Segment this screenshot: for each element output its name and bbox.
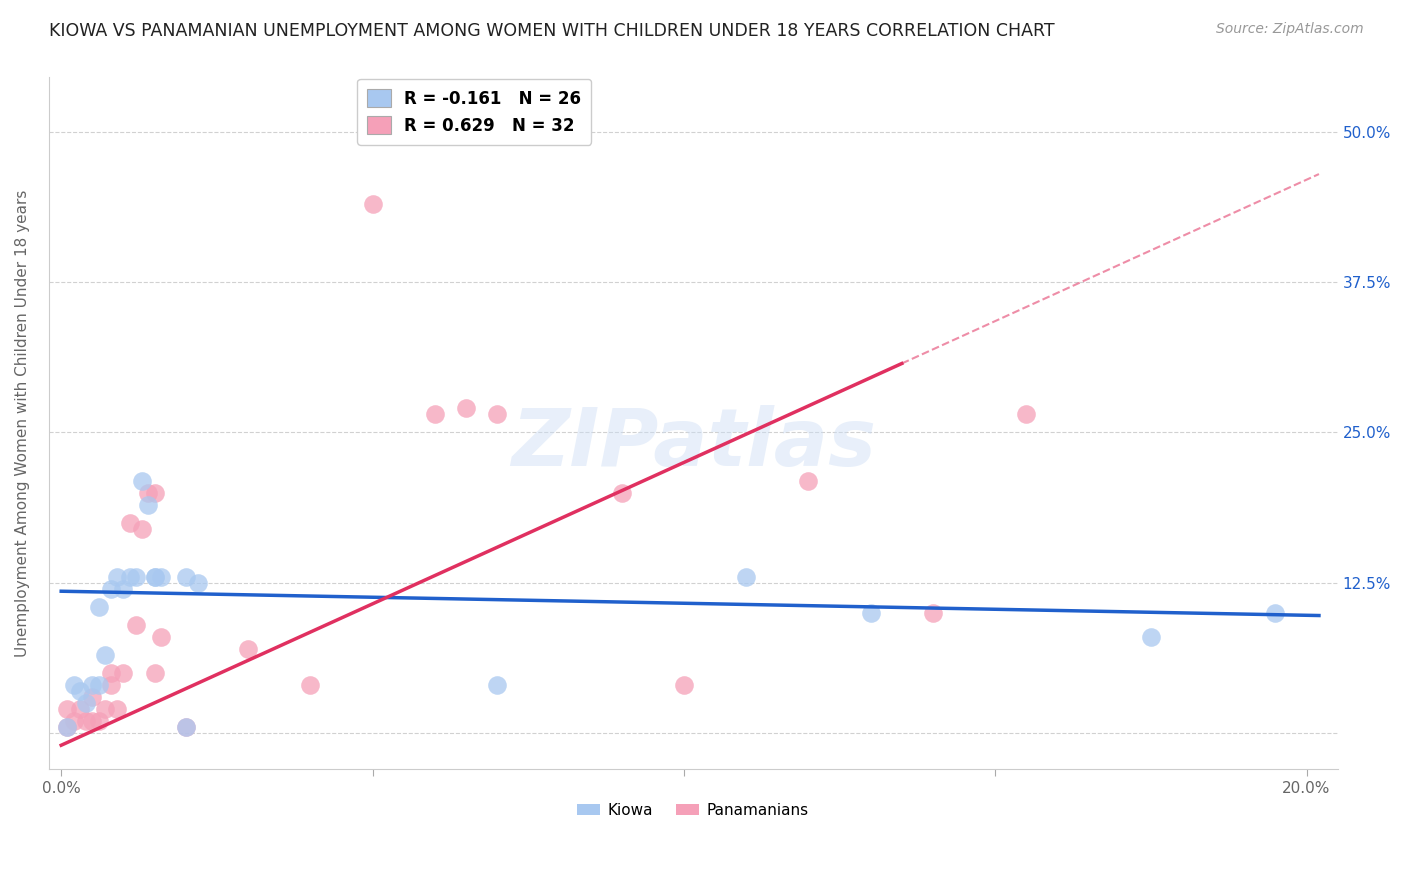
Point — [486, 678, 509, 692]
Point — [143, 570, 166, 584]
Point — [112, 666, 135, 681]
Point — [735, 570, 758, 584]
Point — [62, 678, 84, 692]
Point — [118, 570, 141, 584]
Point — [143, 485, 166, 500]
Point — [859, 606, 882, 620]
Text: Source: ZipAtlas.com: Source: ZipAtlas.com — [1216, 22, 1364, 37]
Text: ZIPatlas: ZIPatlas — [510, 405, 876, 483]
Point — [1140, 630, 1163, 644]
Point — [112, 582, 135, 596]
Point — [174, 720, 197, 734]
Point — [62, 714, 84, 728]
Point — [131, 474, 153, 488]
Point — [94, 702, 117, 716]
Point — [87, 599, 110, 614]
Point — [486, 408, 509, 422]
Point — [75, 714, 97, 728]
Point — [56, 720, 79, 734]
Point — [672, 678, 695, 692]
Point — [56, 702, 79, 716]
Point — [143, 666, 166, 681]
Point — [125, 570, 148, 584]
Point — [131, 522, 153, 536]
Point — [100, 678, 122, 692]
Point — [56, 720, 79, 734]
Point — [75, 696, 97, 710]
Point — [69, 684, 91, 698]
Legend: Kiowa, Panamanians: Kiowa, Panamanians — [571, 797, 815, 824]
Point — [236, 642, 259, 657]
Point — [87, 678, 110, 692]
Point — [299, 678, 322, 692]
Point — [118, 516, 141, 530]
Point — [105, 570, 128, 584]
Point — [797, 474, 820, 488]
Text: KIOWA VS PANAMANIAN UNEMPLOYMENT AMONG WOMEN WITH CHILDREN UNDER 18 YEARS CORREL: KIOWA VS PANAMANIAN UNEMPLOYMENT AMONG W… — [49, 22, 1054, 40]
Point — [361, 196, 384, 211]
Point — [187, 575, 209, 590]
Point — [105, 702, 128, 716]
Point — [100, 582, 122, 596]
Y-axis label: Unemployment Among Women with Children Under 18 years: Unemployment Among Women with Children U… — [15, 190, 30, 657]
Point — [149, 630, 172, 644]
Point — [922, 606, 945, 620]
Point — [1015, 408, 1038, 422]
Point — [423, 408, 446, 422]
Point — [125, 618, 148, 632]
Point — [174, 570, 197, 584]
Point — [174, 720, 197, 734]
Point — [100, 666, 122, 681]
Point — [82, 690, 104, 705]
Point — [82, 678, 104, 692]
Point — [94, 648, 117, 662]
Point — [149, 570, 172, 584]
Point — [138, 498, 160, 512]
Point — [87, 714, 110, 728]
Point — [610, 485, 633, 500]
Point — [1264, 606, 1286, 620]
Point — [82, 714, 104, 728]
Point — [69, 702, 91, 716]
Point — [143, 570, 166, 584]
Point — [138, 485, 160, 500]
Point — [454, 401, 477, 416]
